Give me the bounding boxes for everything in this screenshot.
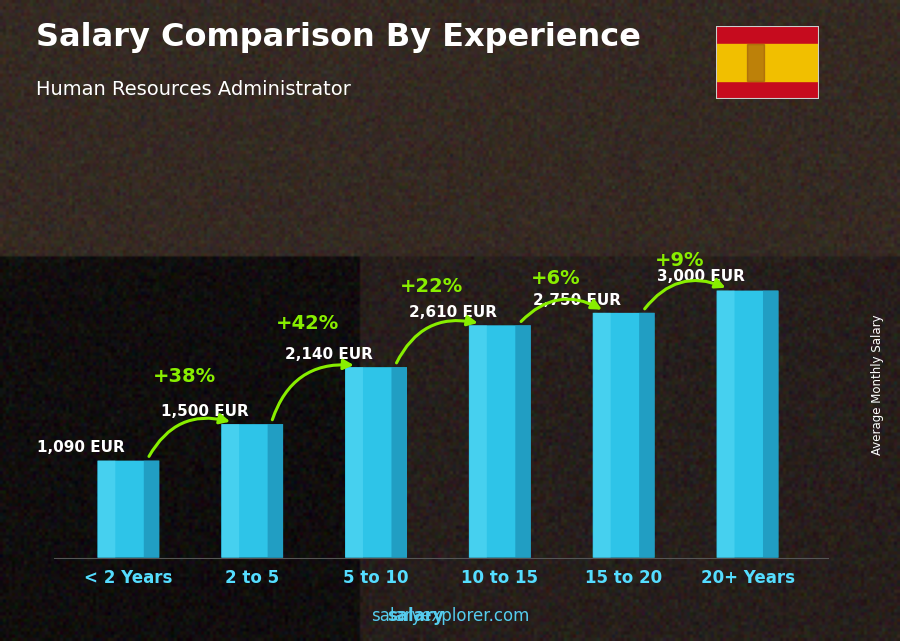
FancyBboxPatch shape [392, 367, 407, 558]
Text: 2,750 EUR: 2,750 EUR [533, 292, 621, 308]
FancyBboxPatch shape [346, 367, 363, 558]
Text: 3,000 EUR: 3,000 EUR [656, 269, 744, 285]
Text: +38%: +38% [152, 367, 216, 386]
FancyBboxPatch shape [267, 424, 283, 558]
FancyBboxPatch shape [470, 325, 487, 558]
Text: Average Monthly Salary: Average Monthly Salary [871, 314, 884, 455]
FancyBboxPatch shape [763, 290, 778, 558]
Text: +6%: +6% [531, 269, 580, 288]
Text: 2,610 EUR: 2,610 EUR [409, 305, 497, 320]
Text: salaryexplorer.com: salaryexplorer.com [371, 607, 529, 625]
Text: salary: salary [387, 607, 445, 625]
FancyBboxPatch shape [221, 424, 284, 558]
Bar [716, 44, 819, 81]
FancyBboxPatch shape [469, 325, 531, 558]
Text: 1,500 EUR: 1,500 EUR [161, 404, 249, 419]
Text: 2,140 EUR: 2,140 EUR [285, 347, 373, 362]
Text: +22%: +22% [400, 277, 464, 296]
Text: Human Resources Administrator: Human Resources Administrator [36, 80, 351, 99]
Text: Salary Comparison By Experience: Salary Comparison By Experience [36, 22, 641, 53]
FancyBboxPatch shape [97, 461, 159, 558]
FancyBboxPatch shape [144, 461, 159, 558]
FancyBboxPatch shape [716, 290, 778, 558]
FancyBboxPatch shape [345, 367, 407, 558]
FancyBboxPatch shape [98, 461, 115, 558]
FancyBboxPatch shape [593, 313, 611, 558]
Text: 1,090 EUR: 1,090 EUR [38, 440, 125, 455]
FancyBboxPatch shape [221, 424, 239, 558]
FancyBboxPatch shape [639, 313, 654, 558]
FancyBboxPatch shape [593, 313, 654, 558]
Bar [746, 44, 764, 81]
FancyBboxPatch shape [717, 290, 734, 558]
Text: +42%: +42% [276, 314, 339, 333]
FancyBboxPatch shape [516, 325, 531, 558]
Text: +9%: +9% [654, 251, 704, 270]
